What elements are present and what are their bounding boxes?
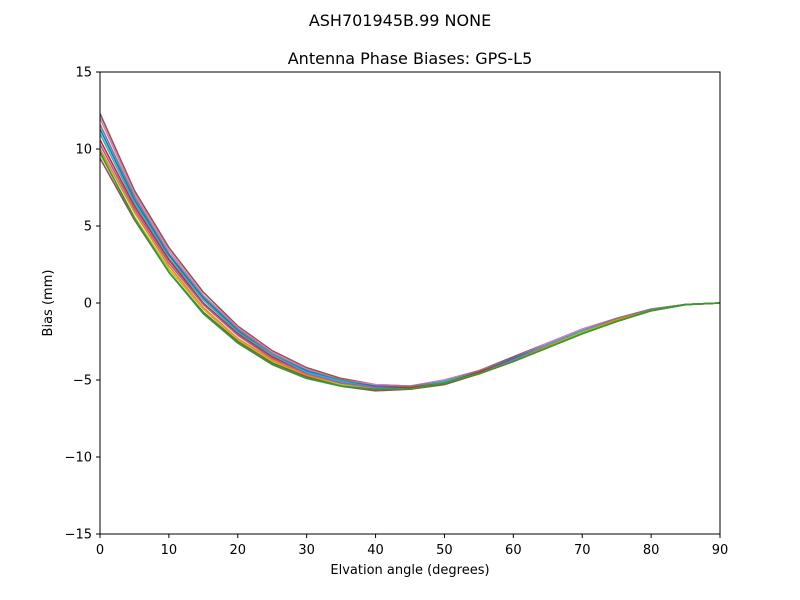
series-line-5 <box>100 133 720 389</box>
series-line-9 <box>100 153 720 391</box>
plot-area <box>100 113 720 392</box>
x-tick-label: 30 <box>298 543 315 558</box>
x-tick-label: 70 <box>574 543 591 558</box>
series-line-11 <box>100 151 720 391</box>
chart-title: Antenna Phase Biases: GPS-L5 <box>288 49 533 68</box>
series-line-8 <box>100 148 720 391</box>
y-tick-label: 5 <box>84 220 92 235</box>
plot-frame <box>99 71 721 535</box>
series-line-10 <box>100 157 720 392</box>
y-axis-label: Bias (mm) <box>41 270 56 337</box>
y-tick-label: −5 <box>73 374 92 389</box>
x-axis-label: Elvation angle (degrees) <box>330 563 489 578</box>
x-tick-label: 20 <box>230 543 247 558</box>
y-tick-label: 10 <box>75 143 92 158</box>
x-tick-label: 50 <box>436 543 453 558</box>
series-line-1 <box>100 113 720 387</box>
series-line-2 <box>100 117 720 387</box>
x-tick-label: 80 <box>643 543 660 558</box>
y-tick-label: −10 <box>65 451 92 466</box>
series-line-6 <box>100 139 720 389</box>
y-tick-label: 15 <box>75 66 92 81</box>
series-line-4 <box>100 128 720 389</box>
axes: 0 10 20 30 40 50 60 70 80 90 −15 −10 −5 0 5 10 15 <box>65 66 729 559</box>
x-tick-label: 90 <box>712 543 729 558</box>
x-tick-label: 10 <box>161 543 178 558</box>
figure-suptitle: ASH701945B.99 NONE <box>309 11 491 30</box>
y-tick-label: −15 <box>65 528 92 543</box>
series-line-7 <box>100 144 720 391</box>
x-tick-label: 40 <box>367 543 384 558</box>
series-line-3 <box>100 124 720 387</box>
y-tick-label: 0 <box>84 297 92 312</box>
x-tick-label: 60 <box>505 543 522 558</box>
x-tick-label: 0 <box>96 543 104 558</box>
